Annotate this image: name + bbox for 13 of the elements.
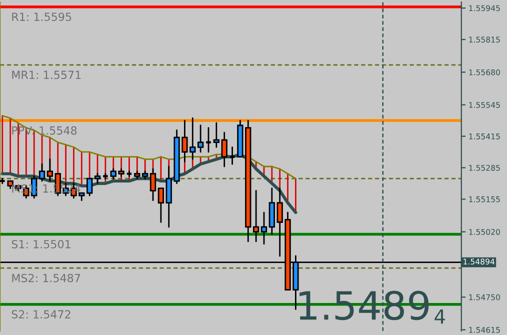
candlestick (260, 212, 268, 245)
ref-line-label: R1: 1.5595 (12, 12, 72, 22)
text: 4 (434, 309, 445, 324)
candlestick (197, 124, 204, 153)
candlestick (213, 122, 220, 148)
ref-line-label: MS2: 1.5487 (12, 274, 80, 282)
ref-line-label: S1: 1.5501 (12, 240, 70, 248)
ref-line-label: S2: 1.5472 (12, 310, 70, 319)
candlestick (228, 146, 236, 165)
candlestick (252, 190, 260, 242)
candlestick (158, 188, 164, 223)
ref-line-label: MR1: 1.5571 (12, 70, 81, 80)
candlestick (205, 127, 212, 153)
